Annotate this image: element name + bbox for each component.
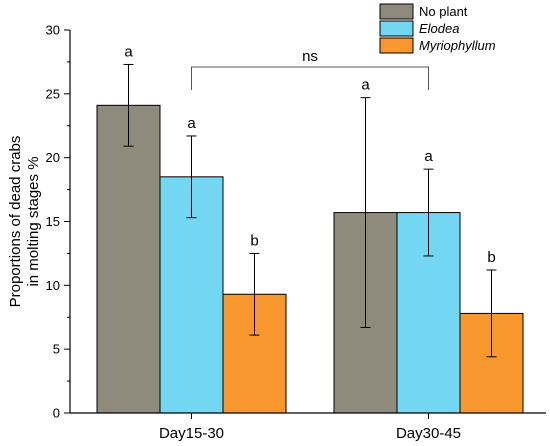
x-tick-label: Day30-45 xyxy=(396,425,461,442)
significance-label: b xyxy=(487,249,495,266)
annotations-layer: a a a a b b ns xyxy=(124,43,495,266)
axes-layer: 0 5 10 15 20 25 30 Day15-30 Day30-45 Proportions … xyxy=(7,23,546,442)
legend-label: No plant xyxy=(419,4,468,19)
y-axis-title-line: in molting stages % xyxy=(25,156,42,286)
y-tick-label: 20 xyxy=(46,150,60,165)
y-tick-label: 25 xyxy=(46,86,60,101)
legend-swatch xyxy=(379,3,414,20)
errorbars-layer xyxy=(123,63,497,358)
significance-label: a xyxy=(124,43,133,60)
y-axis-title: Proportions of dead crabsin molting stag… xyxy=(7,136,42,308)
bar xyxy=(96,104,161,414)
legend-label: Myriophyllum xyxy=(419,38,496,53)
significance-label: a xyxy=(361,77,370,94)
bars-layer xyxy=(96,104,524,414)
x-tick-label: Day15-30 xyxy=(159,425,224,442)
legend-label: Elodea xyxy=(419,21,459,36)
y-tick-label: 10 xyxy=(46,278,60,293)
y-tick-label: 30 xyxy=(46,23,60,38)
significance-label: a xyxy=(424,148,433,165)
legend-swatch xyxy=(379,20,414,37)
y-axis-title-line: Proportions of dead crabs xyxy=(7,136,24,308)
bracket-label: ns xyxy=(302,48,318,65)
legend-swatch xyxy=(379,37,414,54)
significance-label: b xyxy=(250,232,258,249)
legend: No plant Elodea Myriophyllum xyxy=(379,3,496,54)
y-tick-label: 5 xyxy=(53,342,60,357)
significance-label: a xyxy=(187,115,196,132)
comparison-bracket xyxy=(191,66,429,90)
y-tick-label: 0 xyxy=(53,406,60,421)
y-tick-label: 15 xyxy=(46,214,60,229)
